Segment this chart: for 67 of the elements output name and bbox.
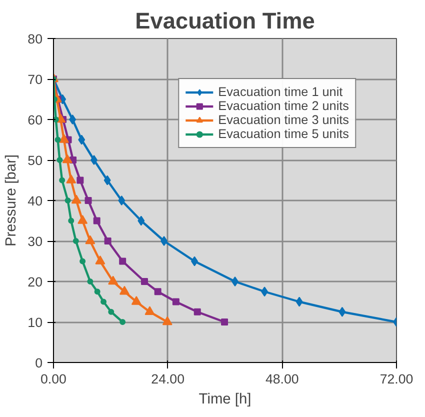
point	[108, 308, 114, 315]
y-tick-label: 50	[28, 153, 43, 168]
x-axis-title: Time [h]	[198, 392, 252, 408]
point	[78, 215, 88, 224]
legend-label: Evacuation time 1 unit	[218, 85, 343, 99]
point	[76, 176, 84, 184]
point	[68, 218, 74, 224]
point	[87, 278, 94, 284]
y-tick-label: 40	[28, 194, 43, 208]
x-tick-label: 48.00	[265, 372, 299, 386]
chart-title: Evacuation Time	[135, 8, 315, 34]
y-axis-title: Pressure [bar]	[4, 154, 20, 247]
point	[119, 286, 130, 295]
point	[162, 316, 172, 326]
point	[71, 194, 82, 204]
point	[62, 154, 72, 164]
point	[95, 256, 106, 264]
point	[172, 298, 180, 306]
x-tick-label: 0.00	[40, 372, 66, 386]
point	[191, 256, 198, 266]
y-tick-label: 0	[35, 356, 43, 370]
y-tick-label: 70	[28, 72, 43, 87]
point	[120, 319, 126, 325]
point	[54, 136, 61, 143]
point	[160, 236, 168, 246]
point	[118, 196, 126, 206]
point	[93, 217, 100, 224]
x-tick-label: 24.00	[151, 372, 185, 386]
point	[94, 288, 100, 295]
y-tick-label: 30	[28, 234, 43, 249]
point	[338, 306, 346, 317]
y-tick-label: 10	[28, 315, 43, 330]
point	[140, 278, 148, 285]
point	[56, 157, 63, 163]
point	[154, 288, 162, 296]
point	[104, 238, 112, 244]
point	[194, 308, 201, 316]
point	[66, 174, 76, 184]
point	[261, 286, 268, 297]
point	[104, 175, 111, 186]
point	[90, 155, 98, 165]
point	[58, 134, 69, 143]
y-tick-label: 20	[28, 274, 43, 290]
point	[232, 276, 239, 286]
point	[69, 114, 76, 124]
y-tick-label: 60	[28, 112, 43, 128]
point	[78, 134, 86, 145]
point	[296, 296, 303, 307]
point	[84, 197, 92, 204]
point	[138, 216, 145, 226]
point	[54, 116, 59, 122]
point	[119, 258, 126, 265]
point	[80, 258, 86, 264]
point	[72, 238, 79, 244]
x-tick-label: 72.00	[380, 372, 414, 386]
point	[108, 276, 118, 285]
legend-label: Evacuation time 3 units	[218, 113, 349, 127]
point	[85, 235, 96, 244]
point	[221, 318, 228, 326]
y-tick-label: 80	[28, 32, 43, 46]
legend-label: Evacuation time 2 units	[218, 99, 349, 113]
point	[100, 298, 107, 305]
legend-label: Evacuation time 5 units	[218, 127, 349, 141]
point	[59, 177, 66, 184]
point	[131, 296, 142, 305]
point	[64, 198, 71, 204]
point	[144, 306, 155, 315]
